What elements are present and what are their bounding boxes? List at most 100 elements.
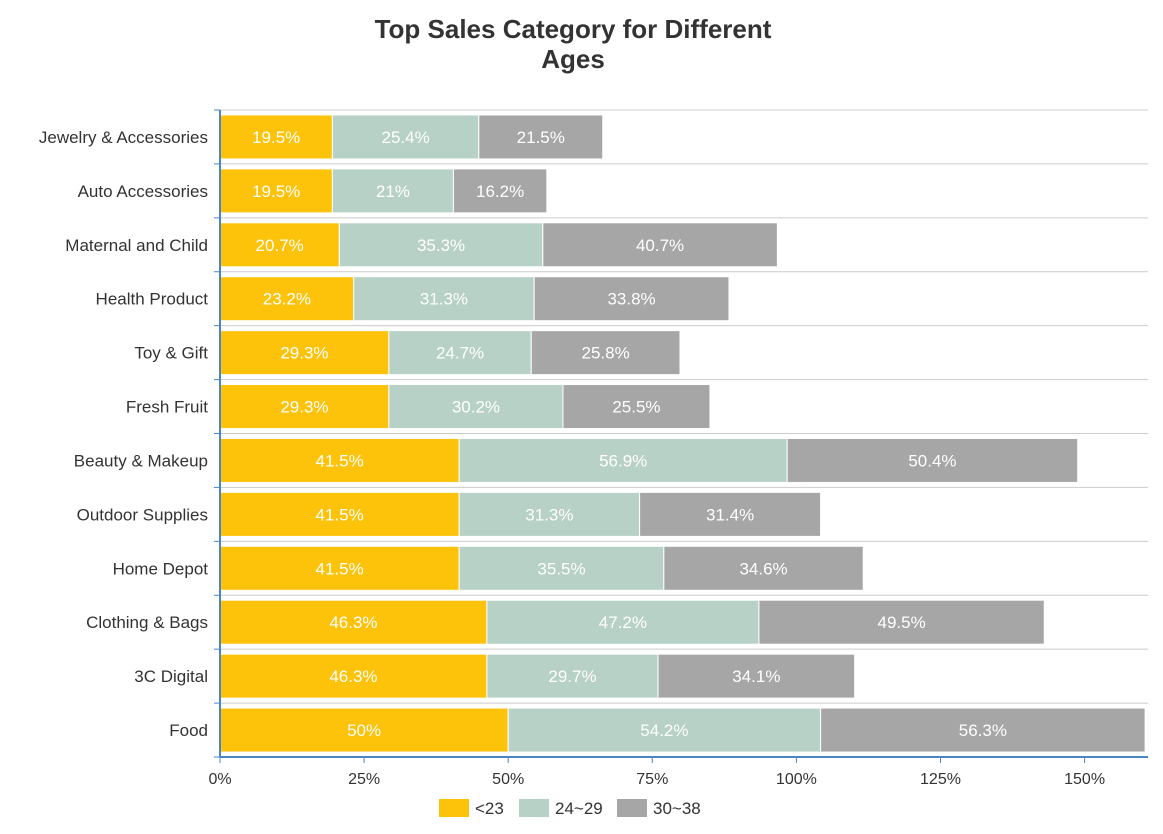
category-label: Clothing & Bags <box>86 613 208 632</box>
category-label: Maternal and Child <box>65 236 208 255</box>
category-label: Toy & Gift <box>134 344 208 363</box>
legend-swatch <box>617 799 647 817</box>
bar-data-label: 41.5% <box>316 559 364 578</box>
chart-title-line-2: Ages <box>541 44 605 74</box>
bar-segment <box>219 168 333 214</box>
bar-data-label: 25.4% <box>381 128 429 147</box>
bar-segment <box>388 384 564 430</box>
bars-layer: 19.5% 25.4% 21.5% 19.5% 21% 16.2% 20.7% 35.3% 40… <box>219 114 1146 753</box>
bar-data-label: 35.3% <box>417 236 465 255</box>
bar-segment <box>219 599 488 645</box>
bar-segment <box>533 276 730 322</box>
bar-segment <box>478 114 604 160</box>
category-label: Jewelry & Accessories <box>39 128 208 147</box>
category-label: Food <box>169 721 208 740</box>
bar-segment <box>338 222 544 268</box>
bar-data-label: 29.3% <box>280 344 328 363</box>
bar-segment <box>458 491 641 537</box>
axis-layer: Jewelry & Accessories Auto Accessories Mat… <box>39 109 1148 788</box>
bar-data-label: 33.8% <box>607 290 655 309</box>
x-tick-label: 25% <box>348 771 380 788</box>
legend-swatch <box>519 799 549 817</box>
bar-segment <box>657 653 856 699</box>
bar-segment <box>486 599 760 645</box>
category-label: Outdoor Supplies <box>77 505 208 524</box>
legend-swatch <box>439 799 469 817</box>
bar-segment <box>331 168 454 214</box>
bar-data-label: 40.7% <box>636 236 684 255</box>
category-label: Health Product <box>96 290 209 309</box>
bar-data-label: 21.5% <box>517 128 565 147</box>
bar-data-label: 25.8% <box>582 344 630 363</box>
bar-data-label: 54.2% <box>640 721 688 740</box>
bar-data-label: 21% <box>376 182 410 201</box>
x-tick-label: 50% <box>492 771 524 788</box>
bar-data-label: 31.3% <box>420 290 468 309</box>
legend-label: 30~38 <box>653 799 701 818</box>
bar-segment <box>331 114 480 160</box>
x-tick-label: 75% <box>636 771 668 788</box>
bar-segment <box>758 599 1045 645</box>
bar-data-label: 31.3% <box>525 505 573 524</box>
bar-segment <box>663 545 864 591</box>
category-label: Auto Accessories <box>78 182 208 201</box>
bar-data-label: 25.5% <box>612 398 660 417</box>
bar-data-label: 34.1% <box>732 667 780 686</box>
bar-segment <box>786 437 1079 483</box>
legend-label: <23 <box>475 799 504 818</box>
bar-segment <box>530 330 681 376</box>
bar-data-label: 31.4% <box>706 505 754 524</box>
category-label: 3C Digital <box>134 667 208 686</box>
bar-data-label: 41.5% <box>316 451 364 470</box>
bar-segment <box>219 276 355 322</box>
bar-data-label: 34.6% <box>739 559 787 578</box>
category-label: Home Depot <box>113 559 209 578</box>
bar-segment <box>353 276 535 322</box>
chart-title: Top Sales Category for Different Ages <box>0 14 1146 74</box>
x-tick-label: 125% <box>920 771 961 788</box>
bar-data-label: 29.7% <box>548 667 596 686</box>
x-tick-label: 100% <box>776 771 817 788</box>
bar-data-label: 56.9% <box>599 451 647 470</box>
bar-segment <box>219 437 460 483</box>
bar-data-label: 20.7% <box>256 236 304 255</box>
bar-segment <box>507 707 822 753</box>
bar-data-label: 41.5% <box>316 505 364 524</box>
bar-data-label: 23.2% <box>263 290 311 309</box>
bar-data-label: 49.5% <box>877 613 925 632</box>
bar-data-label: 46.3% <box>329 667 377 686</box>
category-label: Beauty & Makeup <box>74 451 208 470</box>
chart-title-line-1: Top Sales Category for Different <box>374 14 772 44</box>
bar-data-label: 30.2% <box>452 398 500 417</box>
bar-data-label: 46.3% <box>329 613 377 632</box>
bar-segment <box>562 384 711 430</box>
bar-data-label: 16.2% <box>476 182 524 201</box>
bar-data-label: 19.5% <box>252 182 300 201</box>
bar-segment <box>219 545 460 591</box>
bar-segment <box>458 545 665 591</box>
bar-segment <box>639 491 822 537</box>
bar-segment <box>458 437 788 483</box>
bar-segment <box>486 653 659 699</box>
category-label: Fresh Fruit <box>126 398 208 417</box>
bar-data-label: 56.3% <box>959 721 1007 740</box>
bar-segment <box>219 653 488 699</box>
bar-segment <box>452 168 548 214</box>
bar-data-label: 50.4% <box>908 451 956 470</box>
bar-data-label: 47.2% <box>599 613 647 632</box>
bar-segment <box>542 222 778 268</box>
x-tick-label: 0% <box>208 771 231 788</box>
bar-segment <box>219 222 340 268</box>
bar-data-label: 50% <box>347 721 381 740</box>
bar-segment <box>820 707 1146 753</box>
bar-segment <box>219 114 333 160</box>
bar-segment <box>219 330 390 376</box>
legend: <23 24~29 30~38 <box>439 799 701 818</box>
bar-data-label: 35.5% <box>537 559 585 578</box>
x-tick-label: 150% <box>1064 771 1105 788</box>
bar-data-label: 29.3% <box>280 398 328 417</box>
bar-data-label: 19.5% <box>252 128 300 147</box>
bar-data-label: 24.7% <box>436 344 484 363</box>
legend-label: 24~29 <box>555 799 603 818</box>
